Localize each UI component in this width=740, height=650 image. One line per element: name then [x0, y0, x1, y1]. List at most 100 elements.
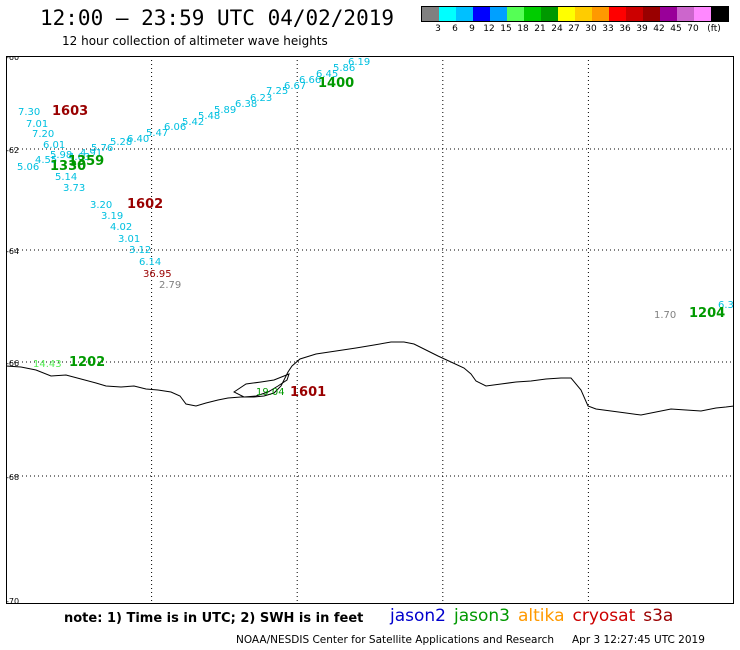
color-swatch: [439, 7, 456, 21]
swh-value-label: 19.04: [256, 387, 285, 398]
swh-value-label: 4.02: [110, 222, 132, 233]
color-scale-label: 6: [452, 24, 458, 34]
color-swatch: [456, 7, 473, 21]
color-scale-label: 3: [435, 24, 441, 34]
pass-time-label: 1603: [52, 104, 88, 119]
swh-value-label: 7.01: [26, 119, 48, 130]
ice-shelf-outline: [233, 373, 290, 398]
color-scale-labels: 3 6 9 12 15 18 21 24 27 30 33 36 39 42 45 70 (ft): [421, 22, 729, 36]
swh-value-label: 7.20: [32, 129, 54, 140]
swh-value-label: 3.20: [90, 200, 112, 211]
swh-value-label: 7.30: [18, 107, 40, 118]
swh-value-label: 5.86: [333, 63, 355, 74]
color-swatch: [626, 7, 643, 21]
swh-value-label: 3.19: [101, 211, 123, 222]
footnote: note: 1) Time is in UTC; 2) SWH is in fe…: [64, 611, 364, 626]
swh-value-label: 5.47: [146, 128, 168, 139]
map-canvas: 105108111114117120-60-62-64-66-68-706.19…: [6, 56, 734, 604]
color-swatch: [694, 7, 711, 21]
swh-value-label: 6.45: [316, 69, 338, 80]
pass-time-label: 1204: [689, 306, 725, 321]
swh-value-label: 3.01: [118, 234, 140, 245]
color-swatch: [507, 7, 524, 21]
swh-value-label: 5.89: [214, 105, 236, 116]
swh-value-label: 5.14: [55, 172, 77, 183]
swh-value-label: 5.98: [50, 150, 72, 161]
swh-value-label: 6.34: [718, 300, 734, 311]
swh-value-label: 4.91: [80, 148, 102, 159]
swh-value-label: 4.55: [35, 155, 57, 166]
swh-value-label: 3.12: [129, 245, 151, 256]
swh-value-label: 6.66: [299, 75, 321, 86]
color-scale-label: 21: [534, 24, 546, 34]
color-swatch: [609, 7, 626, 21]
color-scale-label: 12: [483, 24, 495, 34]
satellite-legend-jason2: jason2: [390, 606, 446, 626]
generated-timestamp: Apr 3 12:27:45 UTC 2019: [572, 634, 705, 646]
swh-value-label: 5.28: [110, 137, 132, 148]
lat-tick-label: -66: [6, 359, 19, 368]
swh-value-label: 5.48: [198, 111, 220, 122]
coastline: [6, 341, 734, 416]
map-frame: [6, 56, 734, 604]
credit-text: NOAA/NESDIS Center for Satellite Applica…: [236, 634, 554, 646]
color-scale-label: 24: [551, 24, 563, 34]
satellite-legend-s3a: s3a: [643, 606, 674, 626]
lat-tick-label: -64: [6, 247, 19, 256]
swh-value-label: 5.42: [182, 117, 204, 128]
color-scale-label: 45: [670, 24, 682, 34]
lat-tick-label: -68: [6, 473, 19, 482]
swh-value-label: 6.06: [164, 122, 186, 133]
swh-value-label: 2.79: [159, 280, 181, 291]
color-swatch: [677, 7, 694, 21]
pass-time-label: 1330: [50, 159, 86, 174]
color-swatch: [643, 7, 660, 21]
swh-value-label: 6.38: [235, 99, 257, 110]
satellite-legend-altika: altika: [518, 606, 565, 626]
swh-value-label: 6.01: [43, 140, 65, 151]
pass-time-label: 1602: [127, 197, 163, 212]
color-swatch: [422, 7, 439, 21]
color-scale-bar: [421, 6, 729, 22]
color-scale-label: 33: [602, 24, 614, 34]
swh-value-label: 4.63: [68, 152, 90, 163]
swh-value-label: 6.14: [139, 257, 161, 268]
color-swatch: [575, 7, 592, 21]
swh-value-label: 1.70: [654, 310, 676, 321]
color-swatch: [558, 7, 575, 21]
color-swatch: [541, 7, 558, 21]
swh-value-label: 6.23: [250, 93, 272, 104]
swh-value-label: 6.67: [284, 81, 306, 92]
wave-height-map[interactable]: 105108111114117120-60-62-64-66-68-706.19…: [6, 56, 734, 604]
color-scale-legend: 3 6 9 12 15 18 21 24 27 30 33 36 39 42 45 70 (ft): [421, 6, 729, 36]
pass-time-label: 1359: [68, 154, 104, 169]
color-swatch: [592, 7, 609, 21]
color-swatch: [473, 7, 490, 21]
swh-value-label: 3.73: [63, 183, 85, 194]
color-scale-label: 30: [585, 24, 597, 34]
page-title: 12:00 – 23:59 UTC 04/02/2019: [40, 6, 395, 30]
color-swatch: [524, 7, 541, 21]
color-scale-label: 36: [619, 24, 631, 34]
swh-value-label: 7.25: [266, 86, 288, 97]
swh-value-label: 5.76: [91, 143, 113, 154]
swh-value-label: 5.06: [17, 162, 39, 173]
page-subtitle: 12 hour collection of altimeter wave hei…: [62, 34, 328, 48]
pass-time-label: 1202: [69, 355, 105, 370]
swh-value-label: 6.40: [127, 134, 149, 145]
lat-tick-label: -70: [6, 597, 19, 604]
color-swatch: [660, 7, 677, 21]
color-scale-label: 15: [500, 24, 512, 34]
pass-time-label: 1400: [318, 76, 354, 91]
color-scale-label: 18: [517, 24, 529, 34]
swh-value-label: 6.19: [348, 57, 370, 68]
color-swatch: [711, 7, 728, 21]
satellite-legend-cryosat: cryosat: [572, 606, 636, 626]
credit-line: NOAA/NESDIS Center for Satellite Applica…: [236, 634, 705, 646]
color-scale-label: 9: [469, 24, 475, 34]
color-scale-label: 42: [653, 24, 665, 34]
color-scale-label: 70: [687, 24, 699, 34]
color-scale-label: 27: [568, 24, 580, 34]
pass-time-label: 1601: [290, 385, 326, 400]
color-swatch: [490, 7, 507, 21]
